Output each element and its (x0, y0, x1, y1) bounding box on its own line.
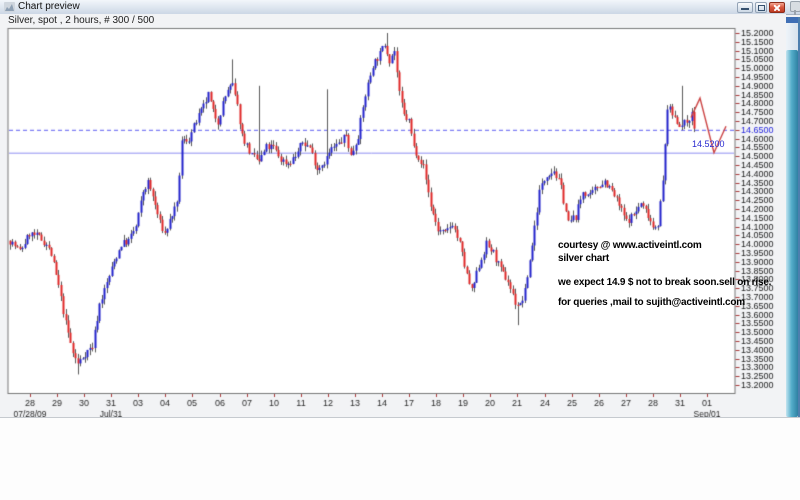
maximize-icon (758, 5, 765, 11)
window-bottom-edge (0, 417, 800, 418)
page-background (0, 418, 800, 500)
titlebar[interactable]: Chart preview (0, 0, 800, 15)
minimize-button[interactable] (737, 2, 753, 13)
instrument-label: Silver, spot , 2 hours, # 300 / 500 (8, 15, 155, 26)
chart-preview-window: Chart preview Silver, spot , 2 hours, # … (0, 0, 800, 421)
window-title: Chart preview (18, 1, 80, 12)
close-button[interactable] (769, 2, 785, 13)
annotation-contact: for queries ,mail to sujith@activeintl.c… (558, 297, 745, 308)
chart-icon (4, 2, 15, 12)
chart-scrollbar[interactable] (786, 17, 800, 417)
candlestick-chart[interactable] (0, 14, 786, 418)
pin-icon (790, 1, 800, 15)
minimize-icon (741, 8, 749, 10)
annotation-forecast: we expect 14.9 $ not to break soon.sell … (558, 277, 772, 288)
scrollbar-top-cap[interactable] (786, 17, 798, 23)
annotation-chart-name: silver chart (558, 253, 609, 264)
maximize-button[interactable] (755, 2, 767, 13)
annotation-courtesy: courtesy @ www.activeintl.com (558, 240, 702, 251)
price-level-label: 14.5200 (692, 139, 725, 149)
scrollbar-thumb[interactable] (786, 50, 798, 417)
